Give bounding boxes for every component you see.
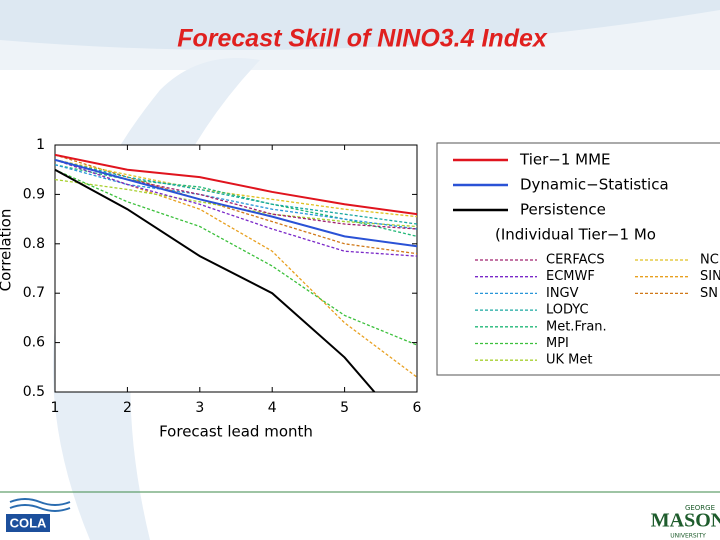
legend-label: NC — [700, 253, 719, 268]
legend-label: UK Met — [546, 353, 592, 368]
legend-box — [436, 142, 720, 376]
series-line — [55, 159, 417, 257]
series-line — [55, 153, 417, 216]
legend-label: LODYC — [546, 303, 589, 318]
chart-title: Forecast Skill of NINO3.4 Index — [177, 25, 548, 53]
x-tick-label: 4 — [268, 400, 277, 416]
legend-label: INGV — [546, 286, 579, 301]
y-tick-label: 0.5 — [23, 384, 45, 400]
mason-bottom: UNIVERSITY — [670, 533, 706, 540]
series-line — [55, 164, 417, 230]
series-line — [55, 178, 417, 228]
series-line — [55, 169, 417, 346]
plot-frame — [54, 144, 418, 393]
x-tick-label: 5 — [340, 400, 349, 416]
y-tick-label: 0.9 — [23, 186, 45, 202]
x-tick-label: 1 — [51, 400, 60, 416]
series-line — [55, 154, 417, 255]
legend-label: Persistence — [520, 201, 606, 219]
y-tick-label: 0.7 — [23, 285, 45, 301]
plot-lines — [55, 153, 417, 392]
series-line — [55, 159, 417, 218]
legend-label: Met.Fran. — [546, 319, 607, 334]
mason-top: GEORGE — [685, 504, 715, 512]
legend-label: Tier−1 MME — [519, 151, 611, 169]
y-tick-label: 0.6 — [23, 335, 45, 351]
legend-label: MPI — [546, 336, 569, 351]
x-tick-label: 3 — [195, 400, 204, 416]
cola-logo: COLA — [10, 515, 47, 530]
legend-subtitle: (Individual Tier−1 Mo — [495, 226, 656, 244]
legend-label: Dynamic−Statistica — [520, 176, 669, 194]
x-tick-label: 2 — [123, 400, 132, 416]
series-line — [55, 168, 376, 392]
y-tick-label: 1 — [36, 137, 45, 153]
footer: COLA GEORGE MASON UNIVERSITY — [6, 498, 720, 540]
legend-label: SN — [700, 286, 718, 301]
series-line — [55, 158, 417, 248]
series-line — [55, 159, 417, 225]
y-axis-label: Correlation — [0, 209, 15, 292]
mason-logo: MASON — [651, 510, 720, 532]
x-axis-label: Forecast lead month — [159, 423, 313, 441]
y-tick-label: 0.8 — [23, 236, 45, 252]
x-tick-label: 6 — [413, 400, 422, 416]
legend-label: SIN — [700, 269, 720, 284]
legend-label: CERFACS — [546, 253, 605, 268]
legend-label: ECMWF — [546, 269, 595, 284]
